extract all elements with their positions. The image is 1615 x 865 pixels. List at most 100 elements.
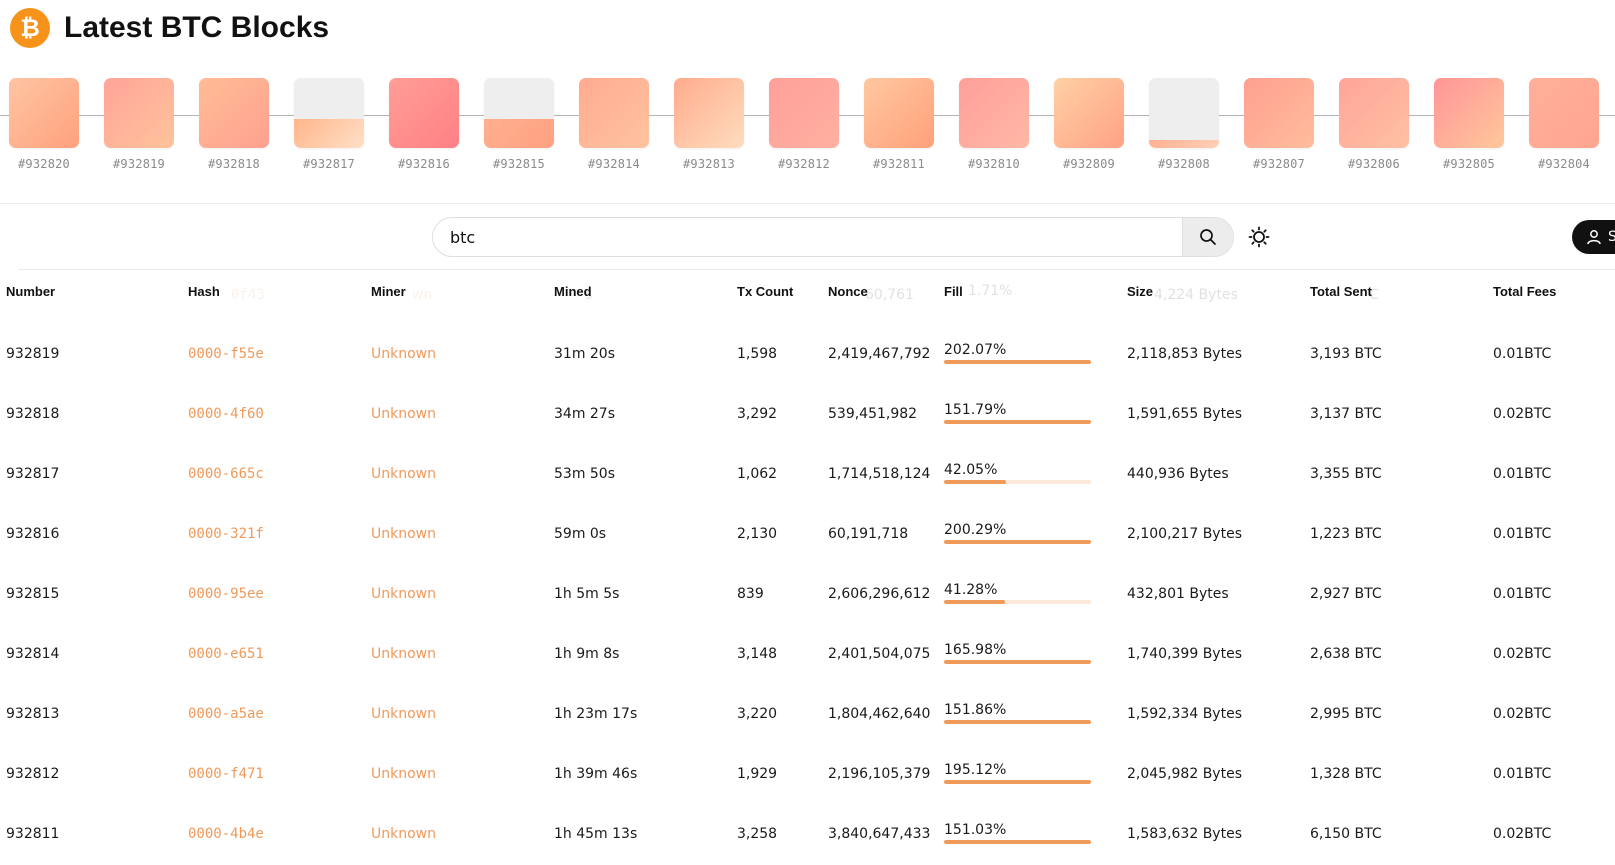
column-header-total-sent: Total Sent bbox=[1310, 284, 1372, 299]
cell-miner-link[interactable]: Unknown bbox=[371, 466, 436, 482]
block-tile[interactable]: #932805 bbox=[1434, 78, 1504, 171]
cell-miner-link[interactable]: Unknown bbox=[371, 646, 436, 662]
table-row[interactable]: 932819 0000-f55e Unknown 31m 20s 1,598 2,419,… bbox=[0, 325, 1615, 385]
cell-hash-link[interactable]: 0000-321f bbox=[188, 526, 264, 542]
block-tile[interactable]: #932810 bbox=[959, 78, 1029, 171]
block-tile[interactable]: #932811 bbox=[864, 78, 934, 171]
cell-mined: 34m 27s bbox=[554, 406, 616, 422]
block-tile[interactable]: #932818 bbox=[199, 78, 269, 171]
cell-total-sent: 1,328 BTC bbox=[1310, 766, 1382, 782]
block-tile[interactable]: #932820 bbox=[9, 78, 79, 171]
fill-percent: 42.05% bbox=[944, 462, 998, 478]
block-tile[interactable]: #932807 bbox=[1244, 78, 1314, 171]
signin-button[interactable]: S bbox=[1572, 220, 1615, 254]
block-fill bbox=[579, 78, 649, 148]
cell-mined: 53m 50s bbox=[554, 466, 616, 482]
block-tile[interactable]: #932819 bbox=[104, 78, 174, 171]
table-row[interactable]: 932817 0000-665c Unknown 53m 50s 1,062 1,714,… bbox=[0, 445, 1615, 505]
bitcoin-logo-icon: ₿ bbox=[10, 8, 50, 48]
cell-mined: 59m 0s bbox=[554, 526, 607, 542]
block-tile[interactable]: #932815 bbox=[484, 78, 554, 171]
table-row[interactable]: 932818 0000-4f60 Unknown 34m 27s 3,292 539,45… bbox=[0, 385, 1615, 445]
divider bbox=[0, 203, 1615, 204]
cell-hash-link[interactable]: 0000-e651 bbox=[188, 646, 264, 662]
cell-mined: 1h 5m 5s bbox=[554, 586, 620, 602]
cell-tx-count: 839 bbox=[737, 586, 764, 602]
search-bar[interactable]: btc bbox=[432, 217, 1234, 257]
ghost-miner: wn bbox=[412, 287, 433, 303]
block-tile[interactable]: #932812 bbox=[769, 78, 839, 171]
cell-total-sent: 2,927 BTC bbox=[1310, 586, 1382, 602]
table-row[interactable]: 932813 0000-a5ae Unknown 1h 23m 17s 3,220 1,8… bbox=[0, 685, 1615, 745]
cell-miner-link[interactable]: Unknown bbox=[371, 526, 436, 542]
cell-tx-count: 2,130 bbox=[737, 526, 778, 542]
block-tile[interactable]: #932814 bbox=[579, 78, 649, 171]
table-row[interactable]: 932812 0000-f471 Unknown 1h 39m 46s 1,929 2,1… bbox=[0, 745, 1615, 805]
cell-hash-link[interactable]: 0000-95ee bbox=[188, 586, 264, 602]
cell-hash-link[interactable]: 0000-665c bbox=[188, 466, 264, 482]
cell-total-fees: 0.01BTC bbox=[1493, 766, 1552, 782]
cell-size: 432,801 Bytes bbox=[1127, 586, 1229, 602]
cell-size: 1,740,399 Bytes bbox=[1127, 646, 1242, 662]
page-title: Latest BTC Blocks bbox=[64, 11, 330, 44]
cell-miner-link[interactable]: Unknown bbox=[371, 766, 436, 782]
block-number-label: #932810 bbox=[968, 157, 1020, 171]
block-cube bbox=[104, 78, 174, 148]
cell-miner-link[interactable]: Unknown bbox=[371, 706, 436, 722]
fill-progress-bar-value bbox=[944, 720, 1091, 724]
cell-hash-link[interactable]: 0000-f55e bbox=[188, 346, 264, 362]
block-tile[interactable]: #932808 bbox=[1149, 78, 1219, 171]
search-button[interactable] bbox=[1182, 218, 1233, 256]
cell-fill: 165.98% bbox=[944, 642, 1091, 664]
cell-number: 932819 bbox=[6, 346, 60, 362]
cell-total-fees: 0.01BTC bbox=[1493, 346, 1552, 362]
ghost-fill: 1.71% bbox=[968, 283, 1013, 299]
block-cube bbox=[579, 78, 649, 148]
block-number-label: #932811 bbox=[873, 157, 925, 171]
cell-nonce: 2,606,296,612 bbox=[828, 586, 931, 602]
search-input[interactable]: btc bbox=[450, 227, 476, 247]
block-number-label: #932809 bbox=[1063, 157, 1115, 171]
table-row[interactable]: 932814 0000-e651 Unknown 1h 9m 8s 3,148 2,401… bbox=[0, 625, 1615, 685]
cell-miner-link[interactable]: Unknown bbox=[371, 586, 436, 602]
cell-fill: 41.28% bbox=[944, 582, 1091, 604]
table-header: Number Hash Miner Mined Tx Count Nonce F… bbox=[0, 284, 1615, 320]
block-cube bbox=[864, 78, 934, 148]
cell-miner-link[interactable]: Unknown bbox=[371, 346, 436, 362]
cell-size: 1,592,334 Bytes bbox=[1127, 706, 1242, 722]
table-row[interactable]: 932815 0000-95ee Unknown 1h 5m 5s 839 2,606,2… bbox=[0, 565, 1615, 625]
cell-hash-link[interactable]: 0000-f471 bbox=[188, 766, 264, 782]
fill-progress-bar bbox=[944, 540, 1091, 544]
table-row[interactable]: 932816 0000-321f Unknown 59m 0s 2,130 60,191,… bbox=[0, 505, 1615, 565]
cell-hash-link[interactable]: 0000-a5ae bbox=[188, 706, 264, 722]
cell-miner-link[interactable]: Unknown bbox=[371, 826, 436, 842]
cell-hash-link[interactable]: 0000-4b4e bbox=[188, 826, 264, 842]
block-tile[interactable]: #932816 bbox=[389, 78, 459, 171]
block-fill bbox=[1244, 78, 1314, 148]
cell-total-sent: 1,223 BTC bbox=[1310, 526, 1382, 542]
block-tile[interactable]: #932817 bbox=[294, 78, 364, 171]
page-header: ₿ Latest BTC Blocks bbox=[10, 8, 329, 48]
cell-fill: 151.86% bbox=[944, 702, 1091, 724]
cell-fill: 42.05% bbox=[944, 462, 1091, 484]
cell-size: 1,583,632 Bytes bbox=[1127, 826, 1242, 842]
cell-total-fees: 0.02BTC bbox=[1493, 646, 1552, 662]
cell-miner-link[interactable]: Unknown bbox=[371, 406, 436, 422]
block-tile[interactable]: #932804 bbox=[1529, 78, 1599, 171]
block-cube bbox=[1339, 78, 1409, 148]
fill-percent: 202.07% bbox=[944, 342, 1007, 358]
fill-progress-bar-value bbox=[944, 540, 1091, 544]
cell-tx-count: 3,292 bbox=[737, 406, 778, 422]
block-tile[interactable]: #932809 bbox=[1054, 78, 1124, 171]
block-tile[interactable]: #932806 bbox=[1339, 78, 1409, 171]
cell-hash-link[interactable]: 0000-4f60 bbox=[188, 406, 264, 422]
table-row[interactable]: 932811 0000-4b4e Unknown 1h 45m 13s 3,258 3,8… bbox=[0, 805, 1615, 865]
block-cube bbox=[294, 78, 364, 148]
sun-icon bbox=[1248, 226, 1270, 248]
cell-tx-count: 3,258 bbox=[737, 826, 778, 842]
block-tile[interactable]: #932813 bbox=[674, 78, 744, 171]
cell-total-fees: 0.01BTC bbox=[1493, 526, 1552, 542]
theme-toggle-button[interactable] bbox=[1248, 226, 1270, 248]
cell-total-sent: 3,355 BTC bbox=[1310, 466, 1382, 482]
fill-percent: 165.98% bbox=[944, 642, 1007, 658]
